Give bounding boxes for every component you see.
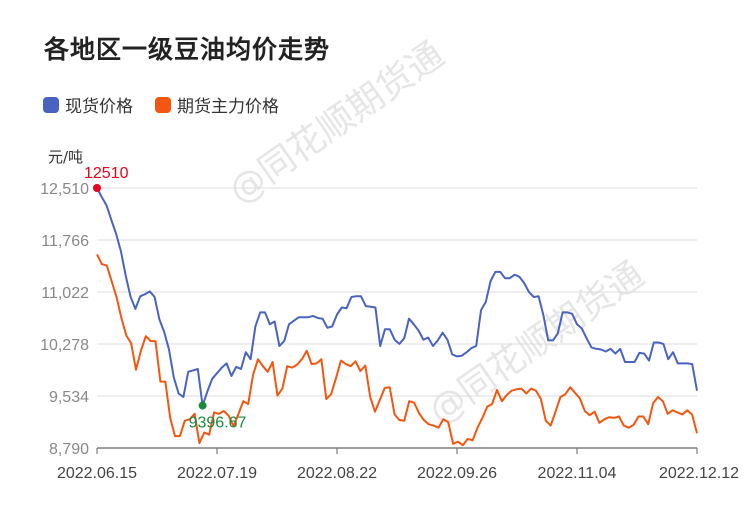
legend-label-futures: 期货主力价格 [177, 97, 279, 117]
y-tick-label: 9,534 [49, 389, 89, 406]
watermark-text: @同花顺期货通 [422, 254, 652, 432]
series-lines [96, 187, 698, 447]
y-tick-label: 10,278 [40, 337, 89, 354]
x-tick-label: 2022.06.15 [57, 465, 137, 482]
max-point-marker [93, 184, 101, 192]
y-axis-ticks: 8,790 9,534 10,278 11,022 11,766 12,510 [40, 181, 89, 458]
x-tick-label: 2022.08.22 [297, 465, 377, 482]
legend-swatch-futures [155, 96, 171, 113]
y-axis-unit: 元/吨 [48, 148, 84, 166]
legend-item-futures[interactable]: 期货主力价格 [155, 92, 279, 117]
legend-item-spot[interactable]: 现货价格 [43, 92, 133, 117]
grid-lines [97, 187, 697, 397]
max-value-label: 12510 [84, 165, 129, 182]
x-tick-label: 2022.07.19 [177, 465, 257, 482]
series-line [96, 187, 698, 407]
x-tick-label: 2022.09.26 [417, 465, 497, 482]
y-tick-label: 11,022 [41, 285, 89, 302]
chart-title: 各地区一级豆油均价走势 [44, 35, 331, 64]
x-axis: 2022.06.15 2022.07.19 2022.08.22 2022.09.26… [57, 447, 739, 482]
x-tick-label: 2022.12.12 [659, 465, 739, 482]
annotation-markers: 12510 9396.67 [84, 165, 247, 432]
series-line [96, 253, 698, 447]
watermark-text: @同花顺期货通 [222, 34, 452, 212]
y-tick-label: 11,766 [41, 233, 89, 250]
x-tick-label: 2022.11.04 [538, 465, 617, 482]
y-tick-label: 12,510 [40, 181, 89, 198]
legend-swatch-spot [43, 96, 59, 113]
min-point-marker [198, 401, 207, 410]
legend-label-spot: 现货价格 [65, 97, 133, 117]
y-tick-label: 8,790 [49, 441, 89, 458]
min-value-label: 9396.67 [189, 415, 247, 432]
legend: 现货价格 期货主力价格 [43, 92, 279, 117]
